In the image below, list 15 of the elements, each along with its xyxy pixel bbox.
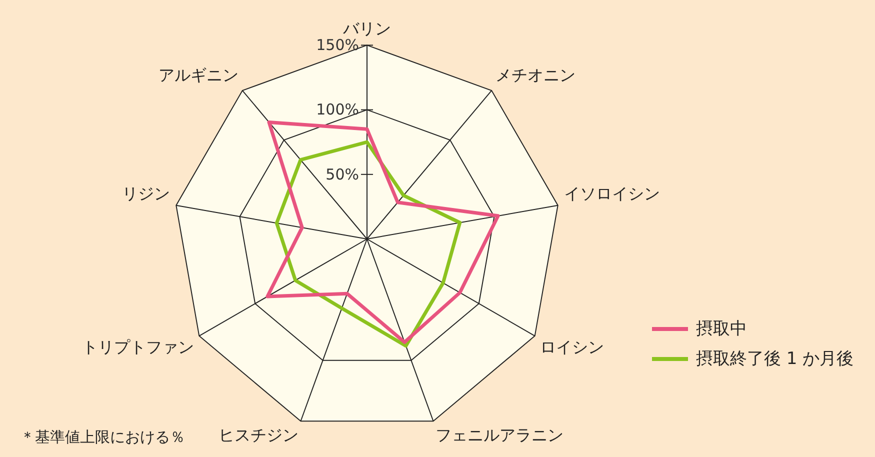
text: ＊基準値上限における％ [20,428,185,447]
spoke-label: メチオニン [495,66,576,84]
spoke-label: アルギニン [158,66,239,84]
spoke-label: フェニルアラニン [435,426,564,445]
y-tick-label: 150% [316,36,359,54]
spoke-label: バリン [342,18,391,38]
y-tick-label: 50% [326,165,359,184]
y-tick-label: 100% [316,100,359,119]
spoke-label: ロイシン [540,338,604,357]
spoke-label: ヒスチジン [218,426,299,445]
spoke-label: イソロイシン [564,184,660,203]
spoke-label: トリプトファン [82,338,194,357]
spoke-label: リジン [122,184,170,203]
legend-label: 摂取終了後 1 か月後 [696,348,854,370]
legend-label: 摂取中 [696,318,747,340]
